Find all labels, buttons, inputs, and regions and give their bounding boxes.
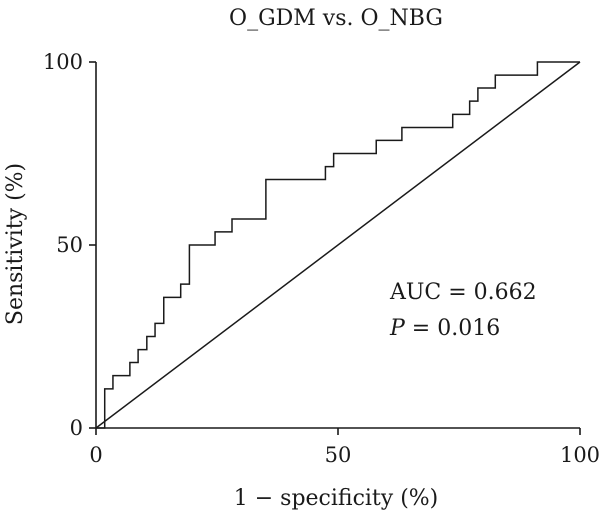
x-tick-label: 50 (325, 443, 352, 467)
roc-curve (96, 61, 580, 429)
p-value-annotation: P = 0.016 (389, 316, 500, 341)
p-symbol: P (389, 316, 406, 341)
chart-title: O_GDM vs. O_NBG (229, 6, 443, 31)
x-tick-label: 100 (560, 443, 600, 467)
p-value-text: = 0.016 (405, 316, 500, 341)
y-tick-label: 0 (70, 416, 83, 440)
x-axis-label: 1 − specificity (%) (234, 486, 439, 511)
reference-diagonal-line (95, 61, 581, 429)
y-tick-label: 100 (43, 50, 83, 74)
axes: 0 50 100 0 50 100 (43, 50, 600, 467)
auc-annotation: AUC = 0.662 (389, 280, 537, 305)
plot-area (95, 61, 581, 429)
y-tick-label: 50 (56, 233, 83, 257)
y-axis-label: Sensitivity (%) (3, 163, 28, 325)
x-tick-label: 0 (89, 443, 102, 467)
